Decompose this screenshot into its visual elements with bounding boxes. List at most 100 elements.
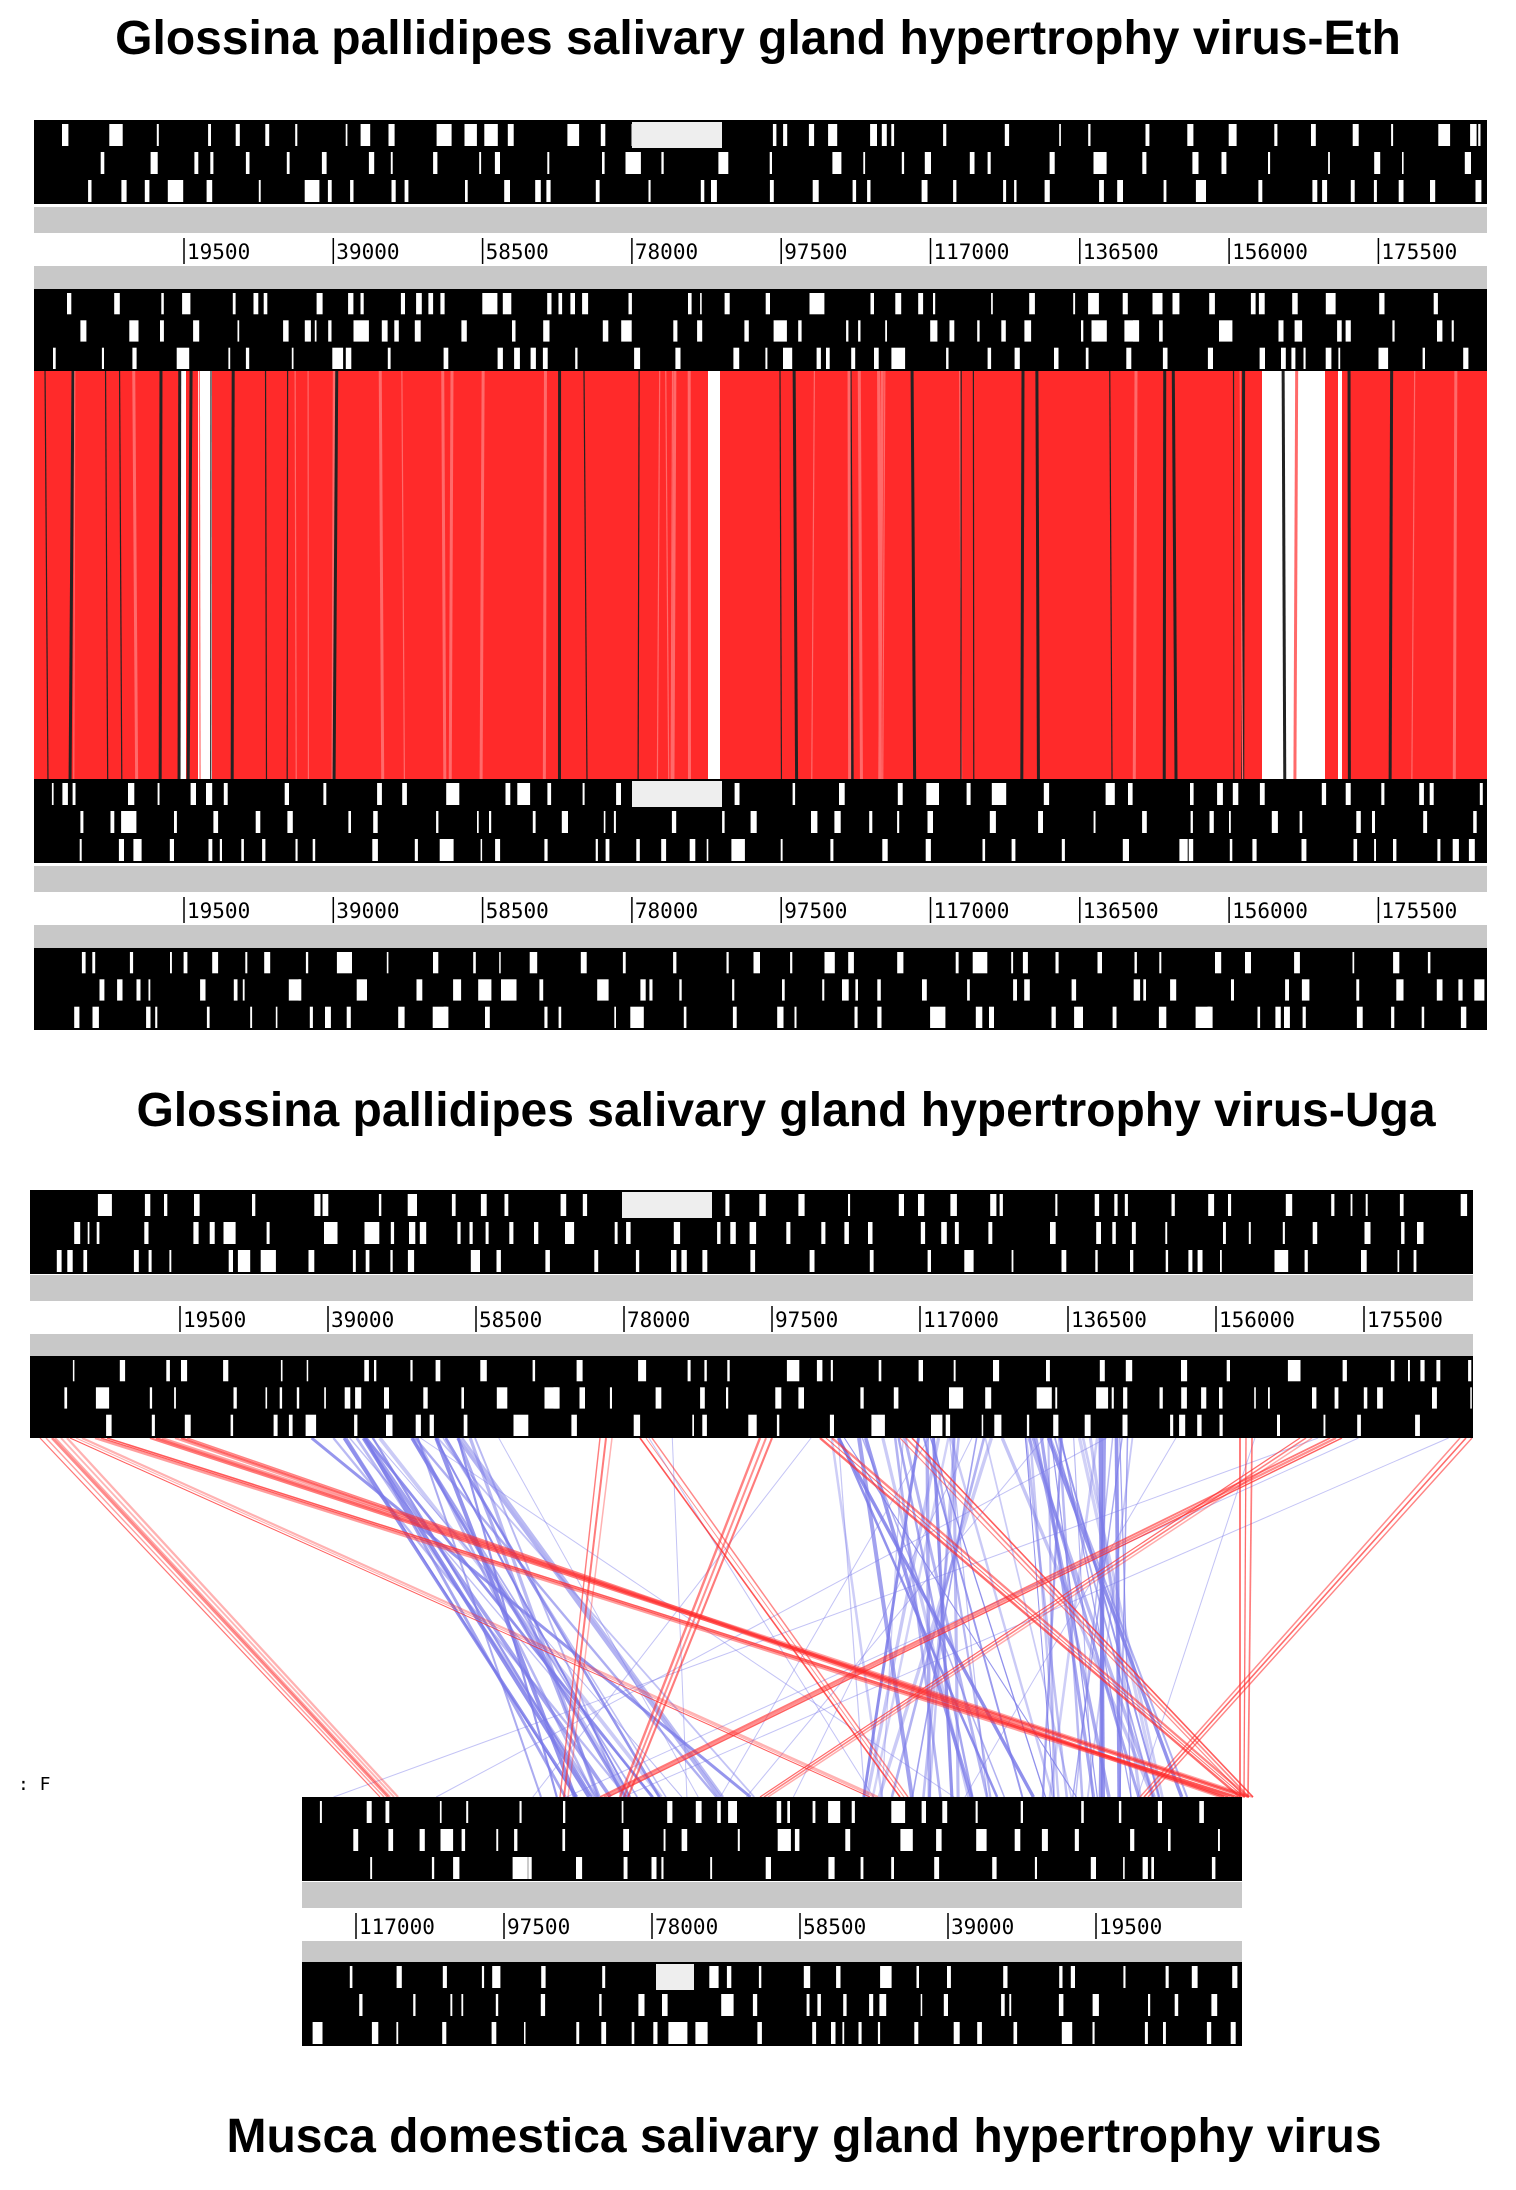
ruler-bar-top xyxy=(34,207,1487,233)
feature-gap xyxy=(1165,1222,1168,1244)
feature-gap xyxy=(353,1829,359,1851)
feature-gap xyxy=(1085,347,1089,369)
feature-gap xyxy=(728,1801,737,1823)
feature-gap xyxy=(845,1829,851,1851)
feature-gap xyxy=(1099,180,1104,202)
tick-label: 175500 xyxy=(1367,1308,1443,1332)
reverse-match-line xyxy=(410,1437,627,1798)
feature-gap xyxy=(1215,952,1222,974)
feature-gap xyxy=(777,1006,784,1028)
reverse-match-line xyxy=(498,1437,699,1798)
feature-gap xyxy=(1422,347,1425,369)
feature-gap xyxy=(164,1194,168,1216)
feature-gap xyxy=(109,124,123,146)
feature-gap xyxy=(671,1250,677,1272)
feature-gap xyxy=(1168,1829,1171,1851)
feature-gap xyxy=(843,1994,847,2016)
sequence-gap xyxy=(632,122,722,148)
feature-gap xyxy=(787,1801,790,1823)
feature-gap xyxy=(702,1414,707,1436)
feature-gap xyxy=(501,979,517,1001)
feature-gap xyxy=(1252,839,1257,861)
forward-match-line xyxy=(69,1437,871,1798)
feature-gap xyxy=(95,1387,110,1409)
feature-gap xyxy=(869,1250,874,1272)
feature-gap xyxy=(440,293,445,315)
feature-gap xyxy=(1311,124,1316,146)
feature-gap xyxy=(869,811,873,833)
feature-gap xyxy=(56,1250,62,1272)
feature-gap xyxy=(576,2022,580,2044)
feature-gap xyxy=(206,1006,210,1028)
feature-gap xyxy=(547,293,552,315)
feature-gap xyxy=(390,152,393,174)
feature-gap xyxy=(414,320,421,342)
feature-gap xyxy=(1408,1360,1410,1382)
feature-gap xyxy=(1468,1360,1472,1382)
feature-gap xyxy=(398,1006,405,1028)
feature-gap xyxy=(263,293,268,315)
feature-gap xyxy=(228,1250,233,1272)
feature-gap xyxy=(1325,293,1336,315)
feature-gap xyxy=(1282,1222,1285,1244)
feature-gap xyxy=(575,347,578,369)
feature-gap xyxy=(638,1994,645,2016)
forward-match-line xyxy=(607,1437,1343,1798)
feature-gap xyxy=(846,320,849,342)
feature-gap xyxy=(1011,839,1016,861)
feature-gap xyxy=(450,1994,453,2016)
feature-track xyxy=(34,948,1487,1030)
feature-gap xyxy=(661,1857,664,1879)
feature-gap xyxy=(780,839,783,861)
feature-gap xyxy=(812,2022,817,2044)
feature-gap xyxy=(1003,1966,1008,1988)
feature-gap xyxy=(726,952,729,974)
tick-label: 19500 xyxy=(1099,1915,1162,1939)
forward-match-line xyxy=(645,1437,905,1798)
feature-gap xyxy=(1050,1222,1056,1244)
feature-gap xyxy=(1011,952,1014,974)
feature-gap xyxy=(895,293,902,315)
genome-title-uga: Glossina pallidipes salivary gland hyper… xyxy=(136,1084,1435,1137)
feature-gap xyxy=(432,1006,447,1028)
feature-gap xyxy=(794,1006,797,1028)
feature-gap xyxy=(1181,1387,1187,1409)
feature-gap xyxy=(828,1857,835,1879)
feature-gap xyxy=(1102,152,1105,174)
feature-gap xyxy=(582,783,585,805)
feature-gap xyxy=(304,320,311,342)
feature-gap xyxy=(319,1801,322,1823)
feature-gap xyxy=(473,952,476,974)
feature-gap xyxy=(325,1006,331,1028)
feature-gap xyxy=(1181,1360,1188,1382)
feature-gap xyxy=(81,952,86,974)
ruler-eth: 19500 39000 58500 78000 97500 117000 136500 156… xyxy=(34,207,1487,292)
feature-gap xyxy=(461,1829,466,1851)
feature-gap xyxy=(900,1829,913,1851)
feature-gap xyxy=(1398,180,1404,202)
feature-gap xyxy=(400,293,405,315)
feature-gap xyxy=(765,1857,771,1879)
feature-gap xyxy=(118,839,124,861)
feature-gap xyxy=(502,293,512,315)
feature-gap xyxy=(704,1360,707,1382)
feature-gap xyxy=(992,1857,997,1879)
reverse-match-line xyxy=(871,1437,950,1798)
feature-gap xyxy=(465,180,468,202)
feature-gap xyxy=(386,952,389,974)
feature-gap xyxy=(1278,320,1284,342)
feature-gap xyxy=(987,347,992,369)
feature-gap xyxy=(346,1006,351,1028)
feature-gap xyxy=(941,1222,947,1244)
feature-gap xyxy=(356,979,367,1001)
feature-gap xyxy=(1043,783,1050,805)
feature-gap xyxy=(976,1829,987,1851)
feature-gap xyxy=(1392,320,1395,342)
feature-gap xyxy=(1003,180,1007,202)
feature-gap xyxy=(1197,1414,1202,1436)
feature-gap xyxy=(562,1829,566,1851)
feature-gap xyxy=(169,1250,172,1272)
feature-gap xyxy=(871,1414,885,1436)
feature-gap xyxy=(133,1250,139,1272)
feature-gap xyxy=(532,1360,536,1382)
